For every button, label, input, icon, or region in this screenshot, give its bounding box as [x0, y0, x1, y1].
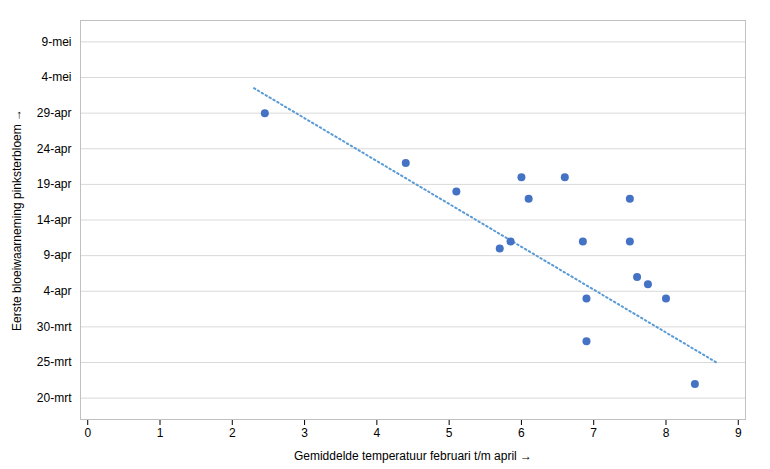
svg-text:Gemiddelde temperatuur februar: Gemiddelde temperatuur februari t/m apri… — [294, 449, 532, 463]
svg-text:29-apr: 29-apr — [37, 106, 72, 120]
svg-text:4-apr: 4-apr — [43, 284, 71, 298]
svg-text:24-apr: 24-apr — [37, 142, 72, 156]
svg-text:0: 0 — [84, 426, 91, 440]
svg-text:19-apr: 19-apr — [37, 177, 72, 191]
svg-text:3: 3 — [301, 426, 308, 440]
svg-text:20-mrt: 20-mrt — [37, 391, 72, 405]
svg-text:5: 5 — [446, 426, 453, 440]
svg-text:1: 1 — [157, 426, 164, 440]
svg-text:25-mrt: 25-mrt — [37, 355, 72, 369]
svg-text:30-mrt: 30-mrt — [37, 320, 72, 334]
svg-text:14-apr: 14-apr — [37, 213, 72, 227]
svg-text:Eerste bloeiwaarneming pinkste: Eerste bloeiwaarneming pinksterbloem → — [10, 109, 24, 331]
svg-text:6: 6 — [518, 426, 525, 440]
svg-text:8: 8 — [663, 426, 670, 440]
svg-text:4-mei: 4-mei — [41, 70, 71, 84]
svg-text:4: 4 — [374, 426, 381, 440]
svg-text:9-mei: 9-mei — [41, 35, 71, 49]
svg-text:7: 7 — [590, 426, 597, 440]
svg-text:9: 9 — [735, 426, 742, 440]
svg-text:9-apr: 9-apr — [43, 248, 71, 262]
svg-text:2: 2 — [229, 426, 236, 440]
